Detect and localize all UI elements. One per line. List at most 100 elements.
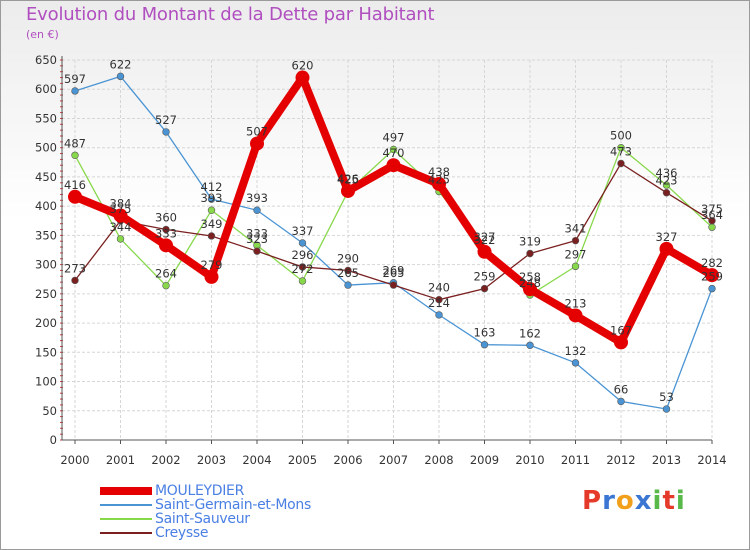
data-label: 375 [701, 202, 723, 216]
data-label: 507 [246, 125, 268, 139]
data-point [68, 189, 82, 204]
data-label: 272 [292, 262, 314, 276]
data-label: 214 [428, 296, 450, 310]
data-point [207, 206, 216, 214]
series-mouleydier [68, 70, 719, 350]
data-label: 620 [292, 59, 314, 73]
data-label: 344 [110, 220, 132, 234]
x-tick-label: 2012 [606, 453, 635, 467]
data-point [662, 405, 671, 413]
data-point [708, 217, 716, 225]
series-layer [68, 70, 719, 413]
x-tick-label: 2003 [197, 453, 226, 467]
x-tick-label: 2009 [470, 453, 499, 467]
data-point [71, 151, 79, 159]
data-point [159, 238, 173, 253]
data-point [617, 397, 625, 406]
data-point [477, 244, 492, 259]
data-label: 438 [428, 165, 450, 179]
y-tick-label: 650 [35, 53, 57, 67]
data-label: 53 [659, 390, 674, 404]
y-tick-label: 300 [35, 258, 57, 272]
data-label: 349 [201, 217, 223, 231]
data-point [389, 281, 398, 289]
x-tick-label: 2008 [424, 453, 453, 467]
chart-subtitle: (en €) [26, 28, 59, 41]
data-label: 416 [64, 178, 86, 192]
logo-letter: r [602, 486, 616, 516]
data-label: 423 [656, 174, 678, 188]
data-point [116, 72, 125, 81]
logo-letter: t [662, 486, 676, 516]
data-label: 319 [519, 235, 541, 249]
data-point [389, 145, 398, 154]
legend-swatch [100, 532, 152, 534]
data-label: 259 [474, 270, 496, 284]
data-point [113, 208, 128, 223]
data-label: 265 [383, 266, 405, 280]
data-point [526, 249, 534, 258]
grid [62, 59, 713, 440]
data-label: 436 [656, 166, 678, 180]
data-point [708, 223, 716, 231]
data-label: 297 [565, 247, 587, 261]
data-point [571, 262, 580, 271]
x-tick-label: 2007 [379, 453, 408, 467]
data-label: 282 [701, 256, 723, 270]
data-labels: 416 384 333 279 507 620 426 470 438 322 258 213 167 3… [64, 57, 723, 404]
data-label: 393 [246, 191, 268, 205]
legend-swatch [100, 504, 152, 506]
data-label: 66 [614, 382, 629, 396]
legend-label: Saint-Sauveur [155, 511, 250, 527]
data-point [617, 159, 625, 168]
data-point [344, 266, 352, 275]
data-label: 487 [64, 136, 86, 150]
data-label: 622 [110, 57, 132, 71]
data-label: 425 [428, 173, 450, 187]
data-label: 273 [64, 261, 86, 275]
data-point [162, 281, 170, 290]
data-point [71, 87, 79, 95]
y-tick-label: 0 [50, 433, 57, 447]
logo-letter: P [582, 486, 603, 516]
legend-label: MOULEYDIER [155, 483, 245, 499]
data-label: 163 [474, 326, 496, 340]
data-point [71, 276, 79, 285]
data-label: 322 [474, 233, 496, 247]
chart-title: Evolution du Montant de la Dette par Hab… [26, 4, 435, 25]
legend-label: Saint-Germain-et-Mons [155, 497, 311, 513]
data-point [295, 70, 310, 85]
data-point [571, 236, 580, 245]
data-label: 327 [656, 230, 678, 244]
data-label: 497 [383, 130, 405, 144]
data-point [344, 281, 352, 289]
legend-swatch [100, 518, 152, 520]
y-tick-label: 350 [35, 228, 57, 242]
data-point [705, 268, 719, 283]
data-label: 375 [110, 202, 132, 216]
x-tick-label: 2014 [697, 453, 726, 467]
data-label: 258 [519, 270, 541, 284]
data-point [614, 335, 628, 350]
data-label: 527 [155, 113, 177, 127]
logo-letter: x [634, 486, 653, 516]
data-label: 333 [246, 226, 268, 240]
y-tick-label: 100 [35, 375, 57, 389]
data-point [432, 176, 446, 191]
series-creysse [71, 159, 716, 304]
data-point [526, 341, 534, 349]
y-tick-label: 200 [35, 316, 57, 330]
data-point [659, 241, 674, 256]
data-point [207, 232, 216, 240]
data-point [253, 247, 261, 255]
x-tick-label: 2001 [106, 453, 135, 467]
data-label: 333 [155, 226, 177, 240]
logo-letter: i [652, 486, 663, 516]
data-point [341, 183, 355, 198]
legend-label: Creysse [155, 525, 209, 541]
data-label: 470 [383, 146, 405, 160]
data-label: 323 [246, 232, 268, 246]
axes: 0 50 100 150 200 250 300 350 400 450 500 550 600 650 2… [35, 53, 727, 467]
data-label: 279 [201, 258, 223, 272]
